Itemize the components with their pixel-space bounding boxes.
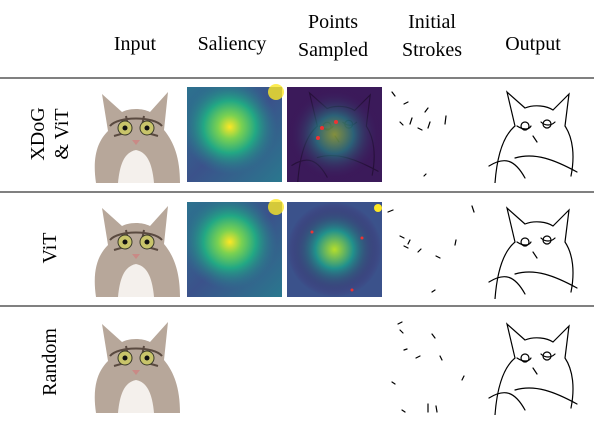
points-sampled	[287, 202, 382, 297]
output-sketch	[488, 323, 578, 415]
column-header: Saliency	[198, 33, 267, 55]
initial-strokes	[387, 205, 475, 293]
initial-strokes	[391, 321, 465, 413]
input-image	[93, 321, 181, 413]
column-header: Input	[114, 33, 157, 55]
output-sketch	[488, 91, 578, 183]
row-label: & ViT	[51, 108, 73, 159]
column-header: Strokes	[402, 39, 462, 61]
column-header: Points	[308, 11, 358, 33]
row-label: Random	[39, 328, 61, 396]
points-sampled	[287, 87, 382, 182]
column-header: Output	[505, 33, 561, 55]
initial-strokes	[391, 91, 447, 177]
output-sketch	[488, 207, 578, 299]
column-header: Initial	[408, 11, 456, 33]
row-label: ViT	[39, 232, 61, 263]
input-image	[93, 91, 181, 183]
saliency-map	[187, 84, 284, 182]
saliency-map	[187, 199, 284, 297]
column-header: Sampled	[298, 39, 368, 61]
row-label: XDoG	[27, 107, 49, 160]
input-image	[93, 205, 181, 297]
